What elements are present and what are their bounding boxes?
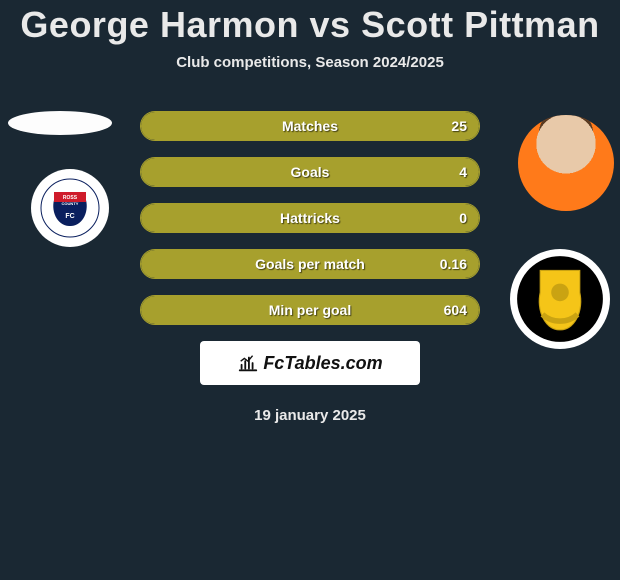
brand-text: FcTables.com — [263, 353, 382, 374]
stat-label: Hattricks — [280, 210, 340, 226]
stat-value-right: 0.16 — [440, 256, 467, 272]
stat-label: Goals per match — [255, 256, 365, 272]
page-title: George Harmon vs Scott Pittman — [0, 4, 620, 46]
stat-value-right: 4 — [459, 164, 467, 180]
player1-name: George Harmon — [20, 4, 299, 45]
stat-value-right: 604 — [444, 302, 467, 318]
player2-avatar — [518, 115, 614, 211]
subtitle: Club competitions, Season 2024/2025 — [0, 54, 620, 71]
stat-row: Goals 4 — [140, 157, 480, 187]
player2-name: Scott Pittman — [361, 4, 600, 45]
player1-club-badge: ROSS COUNTY FC — [31, 169, 109, 247]
stat-label: Goals — [291, 164, 330, 180]
svg-text:FC: FC — [65, 213, 74, 220]
stat-label: Min per goal — [269, 302, 351, 318]
vs-text: vs — [310, 4, 351, 45]
player1-avatar — [8, 111, 112, 135]
livingston-crest-icon — [516, 255, 604, 343]
stat-label: Matches — [282, 118, 338, 134]
ross-county-crest-icon: ROSS COUNTY FC — [40, 178, 100, 238]
stat-row: Goals per match 0.16 — [140, 249, 480, 279]
stat-row: Hattricks 0 — [140, 203, 480, 233]
stat-value-right: 0 — [459, 210, 467, 226]
stat-row: Min per goal 604 — [140, 295, 480, 325]
svg-text:COUNTY: COUNTY — [62, 201, 79, 206]
player2-face-icon — [518, 115, 614, 211]
brand-box[interactable]: FcTables.com — [200, 341, 420, 385]
stat-value-right: 25 — [451, 118, 467, 134]
stats-list: Matches 25 Goals 4 Hattricks 0 Goals per match… — [140, 111, 480, 325]
player2-club-badge — [510, 249, 610, 349]
stat-row: Matches 25 — [140, 111, 480, 141]
chart-icon — [237, 352, 259, 374]
comparison-area: ROSS COUNTY FC Matches 25 Goals 4 Hattricks 0… — [0, 111, 620, 424]
date-text: 19 january 2025 — [0, 407, 620, 424]
